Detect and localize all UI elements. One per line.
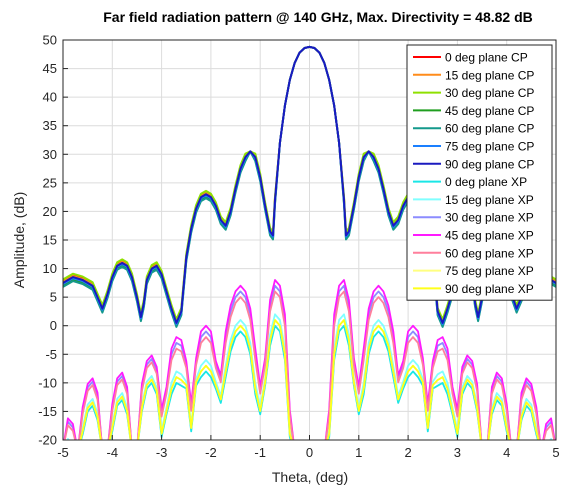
legend-entry: 75 deg plane XP bbox=[445, 264, 534, 278]
legend-entry: 90 deg plane XP bbox=[445, 282, 534, 296]
y-tick-label: 40 bbox=[43, 90, 57, 105]
series-line-60-deg-plane-XP bbox=[63, 290, 556, 440]
x-tick-label: -1 bbox=[254, 445, 266, 460]
x-tick-label: -3 bbox=[156, 445, 168, 460]
series-line-90-deg-plane-XP bbox=[79, 319, 540, 440]
y-tick-label: 0 bbox=[50, 318, 57, 333]
y-tick-label: 10 bbox=[43, 261, 57, 276]
legend-entry: 15 deg plane XP bbox=[445, 193, 534, 207]
y-axis-label: Amplitude, (dB) bbox=[11, 192, 27, 288]
legend-entry: 30 deg plane XP bbox=[445, 211, 534, 225]
legend-entry: 45 deg plane XP bbox=[445, 229, 534, 243]
legend: 0 deg plane CP 15 deg plane CP 30 deg plan… bbox=[406, 44, 553, 301]
y-tick-label: 35 bbox=[43, 118, 57, 133]
x-tick-label: 3 bbox=[454, 445, 461, 460]
x-tick-label: 4 bbox=[503, 445, 510, 460]
legend-entry: 90 deg plane CP bbox=[445, 157, 534, 171]
y-tick-label: 5 bbox=[50, 290, 57, 305]
y-tick-label: -10 bbox=[38, 375, 57, 390]
x-tick-label: -4 bbox=[107, 445, 119, 460]
x-tick-label: 5 bbox=[552, 445, 559, 460]
legend-entry: 0 deg plane CP bbox=[445, 51, 528, 65]
legend-entry: 60 deg plane XP bbox=[445, 246, 534, 260]
legend-entry: 15 deg plane CP bbox=[445, 68, 534, 82]
legend-entry: 0 deg plane XP bbox=[445, 175, 527, 189]
axis-ticks: -5 -4 -3 -2 -1 0 1 2 3 4 5-20-15-10-50510152025303… bbox=[38, 33, 559, 461]
y-tick-label: -20 bbox=[38, 433, 57, 448]
y-tick-label: 50 bbox=[43, 33, 57, 48]
y-tick-label: 25 bbox=[43, 175, 57, 190]
x-tick-label: 2 bbox=[404, 445, 411, 460]
x-tick-label: -5 bbox=[57, 445, 69, 460]
legend-box bbox=[406, 44, 553, 301]
y-tick-label: 15 bbox=[43, 233, 57, 248]
legend-entry: 75 deg plane CP bbox=[445, 140, 534, 154]
x-tick-label: 1 bbox=[355, 445, 362, 460]
y-tick-label: 45 bbox=[43, 61, 57, 76]
series-line-45-deg-plane-XP bbox=[63, 279, 556, 440]
x-tick-label: -2 bbox=[205, 445, 217, 460]
x-axis-label: Theta, (deg) bbox=[272, 469, 348, 485]
y-tick-label: 30 bbox=[43, 147, 57, 162]
y-tick-label: 20 bbox=[43, 204, 57, 219]
legend-entry: 60 deg plane CP bbox=[445, 122, 534, 136]
legend-entry: 45 deg plane CP bbox=[445, 104, 534, 118]
y-tick-label: -15 bbox=[38, 404, 57, 419]
y-tick-label: -5 bbox=[45, 347, 57, 362]
chart-title: Far field radiation pattern @ 140 GHz, M… bbox=[103, 9, 533, 25]
legend-entry: 30 deg plane CP bbox=[445, 86, 534, 100]
x-tick-label: 0 bbox=[306, 445, 313, 460]
